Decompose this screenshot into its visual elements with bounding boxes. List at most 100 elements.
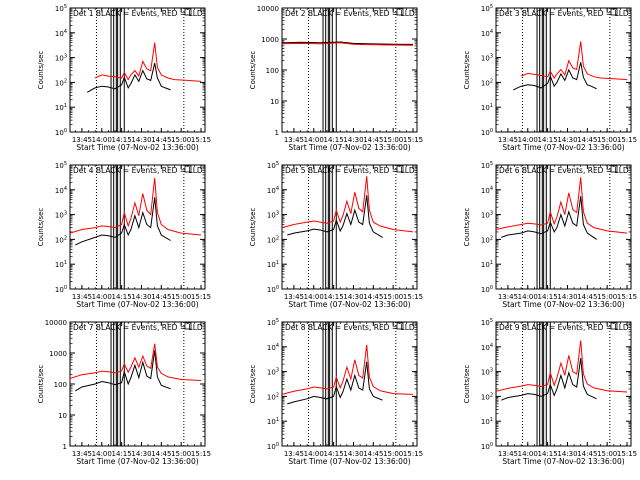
y-tick-label: 10 <box>58 412 67 420</box>
plot-frame <box>495 164 632 290</box>
y-tick-label: 10000 <box>257 5 279 13</box>
y-tick-label: 103 <box>55 211 67 220</box>
y-tick-label: 105 <box>267 318 279 327</box>
y-tick-label: 103 <box>481 211 493 220</box>
lld-series-line <box>520 41 628 81</box>
x-tick-label: 15:15 <box>617 450 637 458</box>
legend-box-marker <box>610 322 618 330</box>
y-tick-label: 100 <box>54 381 67 389</box>
y-tick-label: 103 <box>55 54 67 63</box>
chart-panel-1: 100 101 102 103 104 105 13:45 14:00 14:15 14:30 14… <box>37 4 211 152</box>
y-tick-label: 10000 <box>45 319 67 327</box>
x-tick-label: 14:15 <box>324 450 344 458</box>
y-tick-label: 101 <box>55 260 67 269</box>
lld-series-line <box>94 42 202 82</box>
plot-frame <box>495 321 632 447</box>
y-tick-label: 102 <box>55 235 67 244</box>
chart-title: Det 1 BLACK = Events, RED = LLD <box>73 9 203 18</box>
y-tick-label: 105 <box>267 161 279 170</box>
legend-box-marker <box>396 8 404 16</box>
x-tick-label: 13:45 <box>284 450 304 458</box>
legend-box-marker <box>184 8 192 16</box>
y-axis-label: Counts/sec <box>37 365 45 404</box>
x-tick-label: 15:00 <box>597 136 617 144</box>
x-tick-label: 14:30 <box>131 136 151 144</box>
plot-frame <box>281 7 418 133</box>
chart-panel-7: 1 10 100 1000 10000 13:45 14:00 14:15 14:30 14:45… <box>37 319 211 466</box>
chart-title: Det 7 BLACK = Events, RED = LLD <box>73 323 203 332</box>
y-tick-label: 101 <box>267 417 279 426</box>
x-axis-label: Start Time (07-Nov-02 13:36:00) <box>288 457 410 466</box>
y-axis-label: Counts/sec <box>249 51 257 90</box>
x-tick-label: 15:00 <box>383 293 403 301</box>
chart-panel-2: 1 10 100 1000 10000 13:45 14:00 14:15 14:30 14:45… <box>249 5 423 152</box>
x-tick-label: 14:45 <box>363 136 383 144</box>
y-tick-label: 105 <box>481 161 493 170</box>
y-tick-label: 101 <box>55 103 67 112</box>
y-tick-label: 105 <box>55 4 67 13</box>
y-tick-label: 101 <box>481 417 493 426</box>
y-axis-label: Counts/sec <box>249 208 257 247</box>
y-tick-label: 104 <box>55 29 67 38</box>
x-tick-label: 14:30 <box>557 136 577 144</box>
legend-box-marker <box>610 165 618 173</box>
lld-series-line <box>281 176 414 233</box>
x-tick-label: 15:00 <box>597 450 617 458</box>
chart-panel-6: 100 101 102 103 104 105 13:45 14:00 14:15 14:30 14… <box>463 161 637 309</box>
y-tick-label: 101 <box>481 103 493 112</box>
x-axis-label: Start Time (07-Nov-02 13:36:00) <box>502 143 624 152</box>
y-tick-label: 100 <box>481 128 493 137</box>
x-tick-label: 14:15 <box>538 136 558 144</box>
x-tick-label: 14:00 <box>518 293 538 301</box>
y-tick-label: 102 <box>55 78 67 87</box>
chart-panel-5: 100 101 102 103 104 105 13:45 14:00 14:15 14:30 14… <box>249 161 423 309</box>
x-tick-label: 14:30 <box>343 450 363 458</box>
x-axis-label: Start Time (07-Nov-02 13:36:00) <box>288 143 410 152</box>
chart-title: Det 5 BLACK = Events, RED = LLD <box>285 166 415 175</box>
x-axis-label: Start Time (07-Nov-02 13:36:00) <box>502 457 624 466</box>
chart-title: Det 3 BLACK = Events, RED = LLD <box>499 9 629 18</box>
x-axis-label: Start Time (07-Nov-02 13:36:00) <box>76 143 198 152</box>
x-tick-label: 14:30 <box>557 293 577 301</box>
lld-series-line <box>281 344 414 395</box>
y-tick-label: 104 <box>267 343 279 352</box>
x-tick-label: 14:45 <box>577 293 597 301</box>
y-tick-label: 105 <box>481 4 493 13</box>
x-tick-label: 13:45 <box>72 293 92 301</box>
x-tick-label: 14:30 <box>131 293 151 301</box>
y-tick-label: 102 <box>267 392 279 401</box>
y-tick-label: 1 <box>275 129 279 137</box>
plot-frame <box>69 7 206 133</box>
x-tick-label: 14:00 <box>92 450 112 458</box>
x-axis-label: Start Time (07-Nov-02 13:36:00) <box>288 300 410 309</box>
x-tick-label: 15:15 <box>191 450 211 458</box>
x-tick-label: 13:45 <box>284 293 304 301</box>
y-tick-label: 104 <box>267 186 279 195</box>
x-tick-label: 15:15 <box>617 293 637 301</box>
y-tick-label: 104 <box>481 186 493 195</box>
x-axis-label: Start Time (07-Nov-02 13:36:00) <box>76 457 198 466</box>
y-tick-label: 102 <box>481 235 493 244</box>
x-tick-label: 14:30 <box>343 293 363 301</box>
y-tick-label: 103 <box>267 368 279 377</box>
x-tick-label: 14:30 <box>131 450 151 458</box>
events-series-line <box>512 62 597 91</box>
chart-title: Det 6 BLACK = Events, RED = LLD <box>499 166 629 175</box>
y-tick-label: 104 <box>55 186 67 195</box>
x-tick-label: 14:00 <box>518 136 538 144</box>
x-tick-label: 14:15 <box>112 450 132 458</box>
x-tick-label: 14:45 <box>577 450 597 458</box>
y-tick-label: 104 <box>481 29 493 38</box>
legend-box-marker <box>396 165 404 173</box>
chart-panel-3: 100 101 102 103 104 105 13:45 14:00 14:15 14:30 14… <box>463 4 637 152</box>
x-tick-label: 14:45 <box>363 450 383 458</box>
y-tick-label: 103 <box>267 211 279 220</box>
chart-title: Det 4 BLACK = Events, RED = LLD <box>73 166 203 175</box>
x-tick-label: 14:15 <box>538 450 558 458</box>
x-tick-label: 14:15 <box>324 293 344 301</box>
legend-box-marker <box>396 322 404 330</box>
x-tick-label: 14:45 <box>151 293 171 301</box>
x-axis-label: Start Time (07-Nov-02 13:36:00) <box>502 300 624 309</box>
plot-frame <box>495 7 632 133</box>
